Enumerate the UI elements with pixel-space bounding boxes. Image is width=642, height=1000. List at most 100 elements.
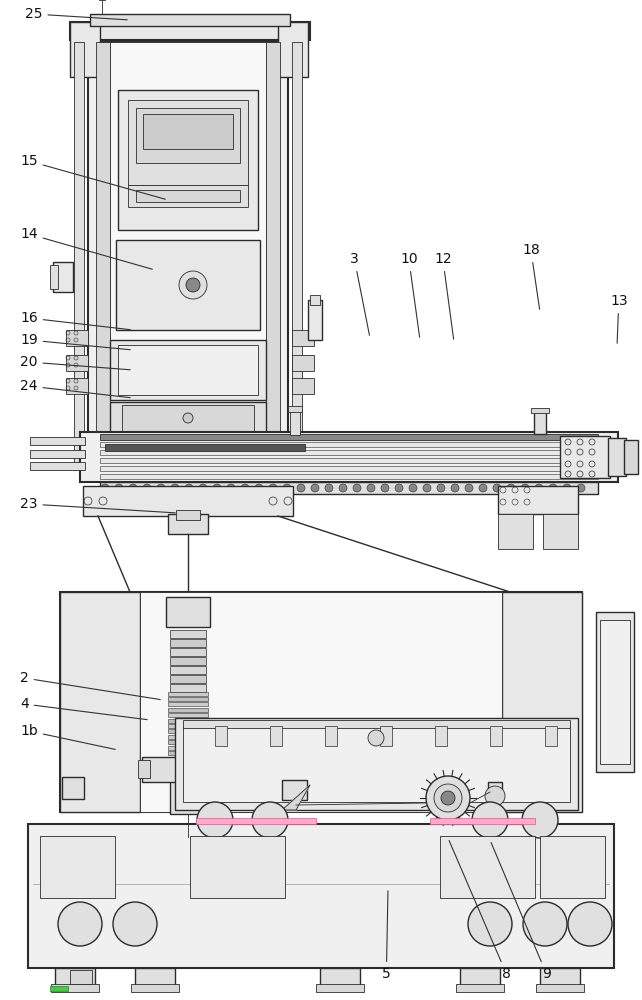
Circle shape xyxy=(213,484,221,492)
Bar xyxy=(74,42,84,462)
Circle shape xyxy=(297,484,305,492)
Bar xyxy=(320,968,360,986)
Text: 24: 24 xyxy=(20,379,130,398)
Bar xyxy=(502,592,582,812)
Circle shape xyxy=(521,484,529,492)
Bar xyxy=(100,466,598,471)
Bar xyxy=(460,968,500,986)
Circle shape xyxy=(522,802,558,838)
Bar xyxy=(168,735,208,739)
Bar xyxy=(430,818,535,824)
Text: 15: 15 xyxy=(20,154,166,199)
Circle shape xyxy=(409,484,417,492)
Text: 18: 18 xyxy=(522,243,540,309)
Circle shape xyxy=(535,484,543,492)
Circle shape xyxy=(368,730,384,746)
Circle shape xyxy=(549,484,557,492)
Bar xyxy=(270,726,282,746)
Circle shape xyxy=(325,484,333,492)
Bar xyxy=(380,726,392,746)
Text: 14: 14 xyxy=(20,227,152,269)
Bar xyxy=(183,726,570,802)
Text: 19: 19 xyxy=(20,333,130,350)
Bar xyxy=(90,14,290,26)
Circle shape xyxy=(485,786,505,806)
Bar xyxy=(435,726,447,746)
Bar xyxy=(456,984,504,992)
Bar xyxy=(488,782,502,802)
Bar xyxy=(51,984,99,992)
Bar xyxy=(498,486,578,514)
Bar xyxy=(278,22,308,77)
Bar xyxy=(608,438,626,476)
Bar xyxy=(596,612,634,772)
Bar xyxy=(66,378,88,394)
Bar xyxy=(536,984,584,992)
Bar xyxy=(110,340,266,400)
Text: 4: 4 xyxy=(20,697,147,720)
Circle shape xyxy=(186,278,200,292)
Bar xyxy=(128,100,248,185)
Circle shape xyxy=(115,484,123,492)
Circle shape xyxy=(339,484,347,492)
Bar xyxy=(166,597,210,627)
Bar xyxy=(292,378,314,394)
Bar xyxy=(168,692,208,696)
Circle shape xyxy=(252,802,288,838)
Circle shape xyxy=(58,902,102,946)
Bar xyxy=(30,450,85,458)
Circle shape xyxy=(171,484,179,492)
Bar xyxy=(292,355,314,371)
Bar xyxy=(560,436,610,478)
Bar xyxy=(183,720,570,728)
Circle shape xyxy=(468,902,512,946)
Circle shape xyxy=(241,484,249,492)
Text: 13: 13 xyxy=(610,294,628,343)
Circle shape xyxy=(269,484,277,492)
Bar xyxy=(175,718,578,810)
Circle shape xyxy=(479,484,487,492)
Bar xyxy=(168,719,208,723)
Bar xyxy=(100,482,598,494)
Bar xyxy=(170,666,206,674)
Bar xyxy=(138,760,150,778)
Bar xyxy=(168,746,208,750)
Bar xyxy=(325,726,337,746)
Circle shape xyxy=(563,484,571,492)
Bar xyxy=(118,90,258,230)
Text: 2: 2 xyxy=(20,671,160,700)
Bar xyxy=(80,432,618,482)
Bar xyxy=(140,592,502,812)
Circle shape xyxy=(311,484,319,492)
Circle shape xyxy=(101,484,109,492)
Bar xyxy=(118,345,258,395)
Bar xyxy=(292,330,314,346)
Bar xyxy=(136,108,240,163)
Bar xyxy=(190,836,285,898)
Bar xyxy=(168,697,208,701)
Bar xyxy=(110,42,266,462)
Circle shape xyxy=(437,484,445,492)
Circle shape xyxy=(283,484,291,492)
Bar xyxy=(170,684,206,692)
Bar xyxy=(55,968,95,986)
Circle shape xyxy=(423,484,431,492)
Bar xyxy=(168,702,208,706)
Bar xyxy=(168,729,208,733)
Bar xyxy=(215,726,227,746)
Bar xyxy=(540,968,580,986)
Bar xyxy=(88,42,288,462)
Bar xyxy=(282,780,307,800)
Bar xyxy=(168,708,208,712)
Circle shape xyxy=(577,484,585,492)
Bar xyxy=(545,726,557,746)
Circle shape xyxy=(568,902,612,946)
Bar xyxy=(540,836,605,898)
Bar xyxy=(50,265,58,289)
Circle shape xyxy=(129,484,137,492)
Text: 8: 8 xyxy=(449,841,511,981)
Circle shape xyxy=(183,413,193,423)
Bar xyxy=(83,486,293,516)
Circle shape xyxy=(465,484,473,492)
Bar xyxy=(122,405,254,432)
